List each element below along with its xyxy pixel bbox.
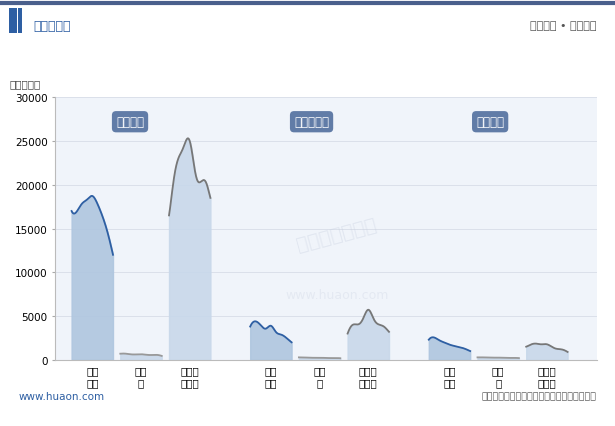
Text: 新开工面积: 新开工面积 <box>294 116 329 129</box>
Text: www.huaon.com: www.huaon.com <box>285 288 389 301</box>
Bar <box>9 9 17 34</box>
Text: 数据来源：国家统计局，华经产业研究院整理: 数据来源：国家统计局，华经产业研究院整理 <box>482 392 597 401</box>
Text: 竣工面积: 竣工面积 <box>476 116 504 129</box>
Text: 施工面积: 施工面积 <box>116 116 144 129</box>
Text: 华经产业研究院: 华经产业研究院 <box>295 214 379 254</box>
Text: 2016-2024年1-9月山西省房地产施工面积情况: 2016-2024年1-9月山西省房地产施工面积情况 <box>167 57 448 75</box>
Bar <box>18 9 22 34</box>
Text: 专业严谨 • 客观科学: 专业严谨 • 客观科学 <box>530 21 597 31</box>
Text: www.huaon.com: www.huaon.com <box>18 391 105 401</box>
Text: 单位：万㎡: 单位：万㎡ <box>9 79 41 89</box>
Text: 华经情报网: 华经情报网 <box>34 20 71 32</box>
